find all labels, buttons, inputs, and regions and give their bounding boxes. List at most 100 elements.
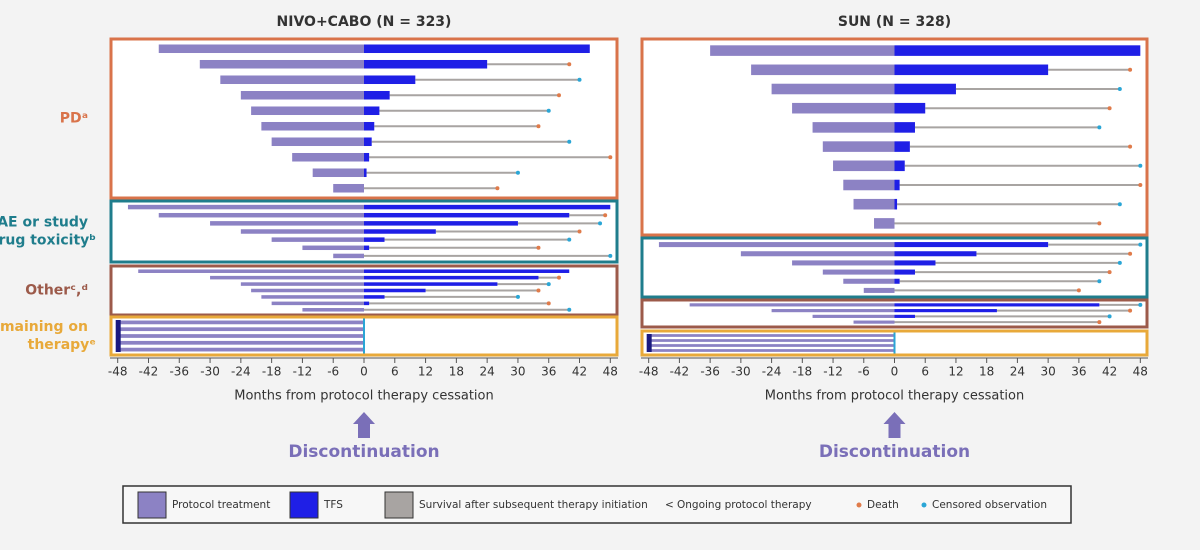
tfs-bar: [364, 221, 518, 226]
protocol-bar: [210, 275, 364, 280]
x-tick-label: -36: [700, 365, 720, 379]
end-dot: [1138, 183, 1143, 187]
tfs-bar: [894, 242, 1049, 248]
end-dot: [567, 62, 572, 67]
protocol-bar: [874, 218, 895, 229]
protocol-bar: [333, 253, 364, 259]
end-dot: [546, 108, 551, 113]
tfs-bar: [364, 106, 380, 116]
legend-dot: [856, 502, 862, 508]
end-dot: [567, 307, 572, 312]
x-tick-label: 30: [1040, 365, 1055, 379]
protocol-bar: [302, 308, 364, 312]
end-dot: [1138, 302, 1143, 307]
x-tick-label: -48: [639, 365, 659, 379]
protocol-bar: [812, 122, 895, 133]
end-dot: [556, 275, 561, 280]
group-box: [109, 37, 619, 200]
end-dot: [1097, 279, 1102, 284]
row-label: PDᵃ: [60, 111, 88, 127]
end-dot: [536, 245, 541, 250]
legend-box: [122, 485, 1072, 524]
protocol-bar: [843, 278, 895, 284]
legend-label: Death: [867, 499, 899, 511]
tfs-bar: [894, 64, 1049, 76]
tfs-bar: [894, 122, 915, 133]
legend-label: Protocol treatment: [172, 499, 270, 511]
protocol-bar: [771, 309, 895, 313]
panel-title: SUN (N = 328): [838, 14, 951, 30]
x-tick-label: 30: [510, 365, 525, 379]
protocol-bar: [210, 221, 364, 226]
tfs-bar: [364, 59, 488, 69]
group-box: [640, 37, 1149, 237]
end-dot: [1107, 314, 1112, 319]
x-tick-label: 42: [1102, 365, 1117, 379]
protocol-bar: [117, 347, 365, 352]
end-dot: [556, 93, 561, 98]
x-tick-label: 24: [1010, 365, 1025, 379]
tfs-bar: [894, 45, 1141, 56]
tfs-bar: [364, 275, 539, 280]
tfs-bar: [894, 260, 936, 266]
x-tick-label: -12: [823, 365, 843, 379]
protocol-bar: [271, 137, 364, 147]
protocol-bar: [292, 152, 364, 162]
protocol-bar: [863, 287, 895, 293]
protocol-bar: [751, 64, 895, 76]
end-dot: [1107, 270, 1112, 275]
x-tick-label: 0: [891, 365, 899, 379]
tfs-bar: [364, 269, 570, 273]
protocol-bar: [771, 83, 895, 95]
end-dot: [1128, 251, 1133, 256]
legend-symbol: <: [665, 499, 674, 511]
end-dot: [567, 237, 572, 242]
protocol-bar: [127, 204, 364, 210]
x-tick-label: -30: [731, 365, 751, 379]
x-tick-label: 36: [1071, 365, 1086, 379]
x-tick-label: 18: [449, 365, 464, 379]
legend-label: Censored observation: [932, 499, 1047, 511]
group-box: [109, 264, 619, 317]
x-tick-label: -42: [139, 365, 159, 379]
tfs-bar: [364, 90, 390, 100]
row-label: Otherᶜ,ᵈ: [25, 283, 88, 299]
end-dot: [536, 124, 541, 129]
end-dot: [495, 186, 500, 191]
group-box: [109, 199, 619, 264]
x-tick-label: -6: [858, 365, 870, 379]
end-dot: [536, 288, 541, 293]
x-tick-label: -30: [200, 365, 220, 379]
x-tick-label: 18: [979, 365, 994, 379]
protocol-bar: [312, 168, 364, 178]
tfs-bar: [364, 168, 367, 178]
x-axis-label: Months from protocol therapy cessation: [765, 389, 1024, 404]
protocol-bar: [843, 179, 895, 191]
end-dot: [1097, 320, 1102, 325]
group-box: [640, 236, 1149, 299]
legend-swatch: [137, 491, 167, 519]
tfs-bar: [894, 278, 900, 284]
end-dot: [1128, 308, 1133, 313]
tfs-bar: [894, 102, 926, 114]
end-dot: [598, 221, 603, 226]
group-box: [109, 315, 619, 357]
tfs-bar: [894, 309, 997, 313]
protocol-bar: [302, 245, 364, 251]
panel-title: NIVO+CABO (N = 323): [277, 14, 452, 30]
protocol-bar: [710, 45, 895, 56]
protocol-bar: [853, 320, 895, 324]
x-tick-label: -18: [793, 365, 813, 379]
protocol-bar: [251, 106, 364, 116]
protocol-bar: [117, 340, 365, 345]
protocol-bar: [199, 59, 364, 69]
tfs-bar: [364, 137, 372, 147]
tfs-bar: [364, 75, 416, 85]
tfs-bar: [894, 160, 905, 172]
protocol-bar: [648, 349, 895, 352]
end-dot: [1128, 67, 1133, 72]
group-box: [640, 298, 1149, 329]
protocol-bar: [240, 282, 364, 286]
end-dot: [1076, 288, 1081, 293]
